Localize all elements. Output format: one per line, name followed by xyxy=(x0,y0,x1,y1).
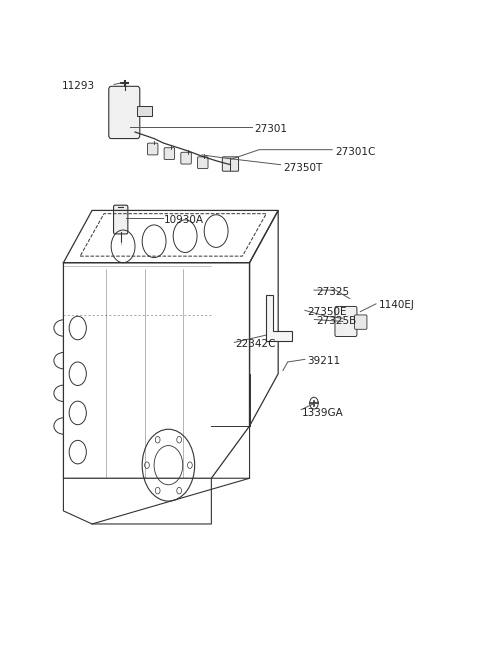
Text: 27325: 27325 xyxy=(316,287,349,297)
Text: 39211: 39211 xyxy=(307,356,340,365)
Text: 27301C: 27301C xyxy=(336,147,376,157)
FancyBboxPatch shape xyxy=(164,148,175,159)
Text: 27325B: 27325B xyxy=(316,316,357,327)
FancyBboxPatch shape xyxy=(335,306,357,337)
Text: 27350E: 27350E xyxy=(307,306,346,317)
FancyBboxPatch shape xyxy=(147,143,158,155)
FancyBboxPatch shape xyxy=(222,157,239,171)
Polygon shape xyxy=(137,106,152,115)
Text: 1140EJ: 1140EJ xyxy=(378,300,414,310)
FancyBboxPatch shape xyxy=(109,87,140,138)
FancyBboxPatch shape xyxy=(114,205,128,234)
Text: 11293: 11293 xyxy=(61,81,95,91)
Text: 10930A: 10930A xyxy=(164,215,204,225)
Text: 1339GA: 1339GA xyxy=(302,408,344,418)
Text: 22342C: 22342C xyxy=(235,339,276,350)
FancyBboxPatch shape xyxy=(181,152,192,164)
Text: 27301: 27301 xyxy=(254,124,288,134)
Text: 27350T: 27350T xyxy=(283,163,322,173)
Polygon shape xyxy=(266,295,292,341)
FancyBboxPatch shape xyxy=(198,157,208,169)
FancyBboxPatch shape xyxy=(355,315,367,329)
